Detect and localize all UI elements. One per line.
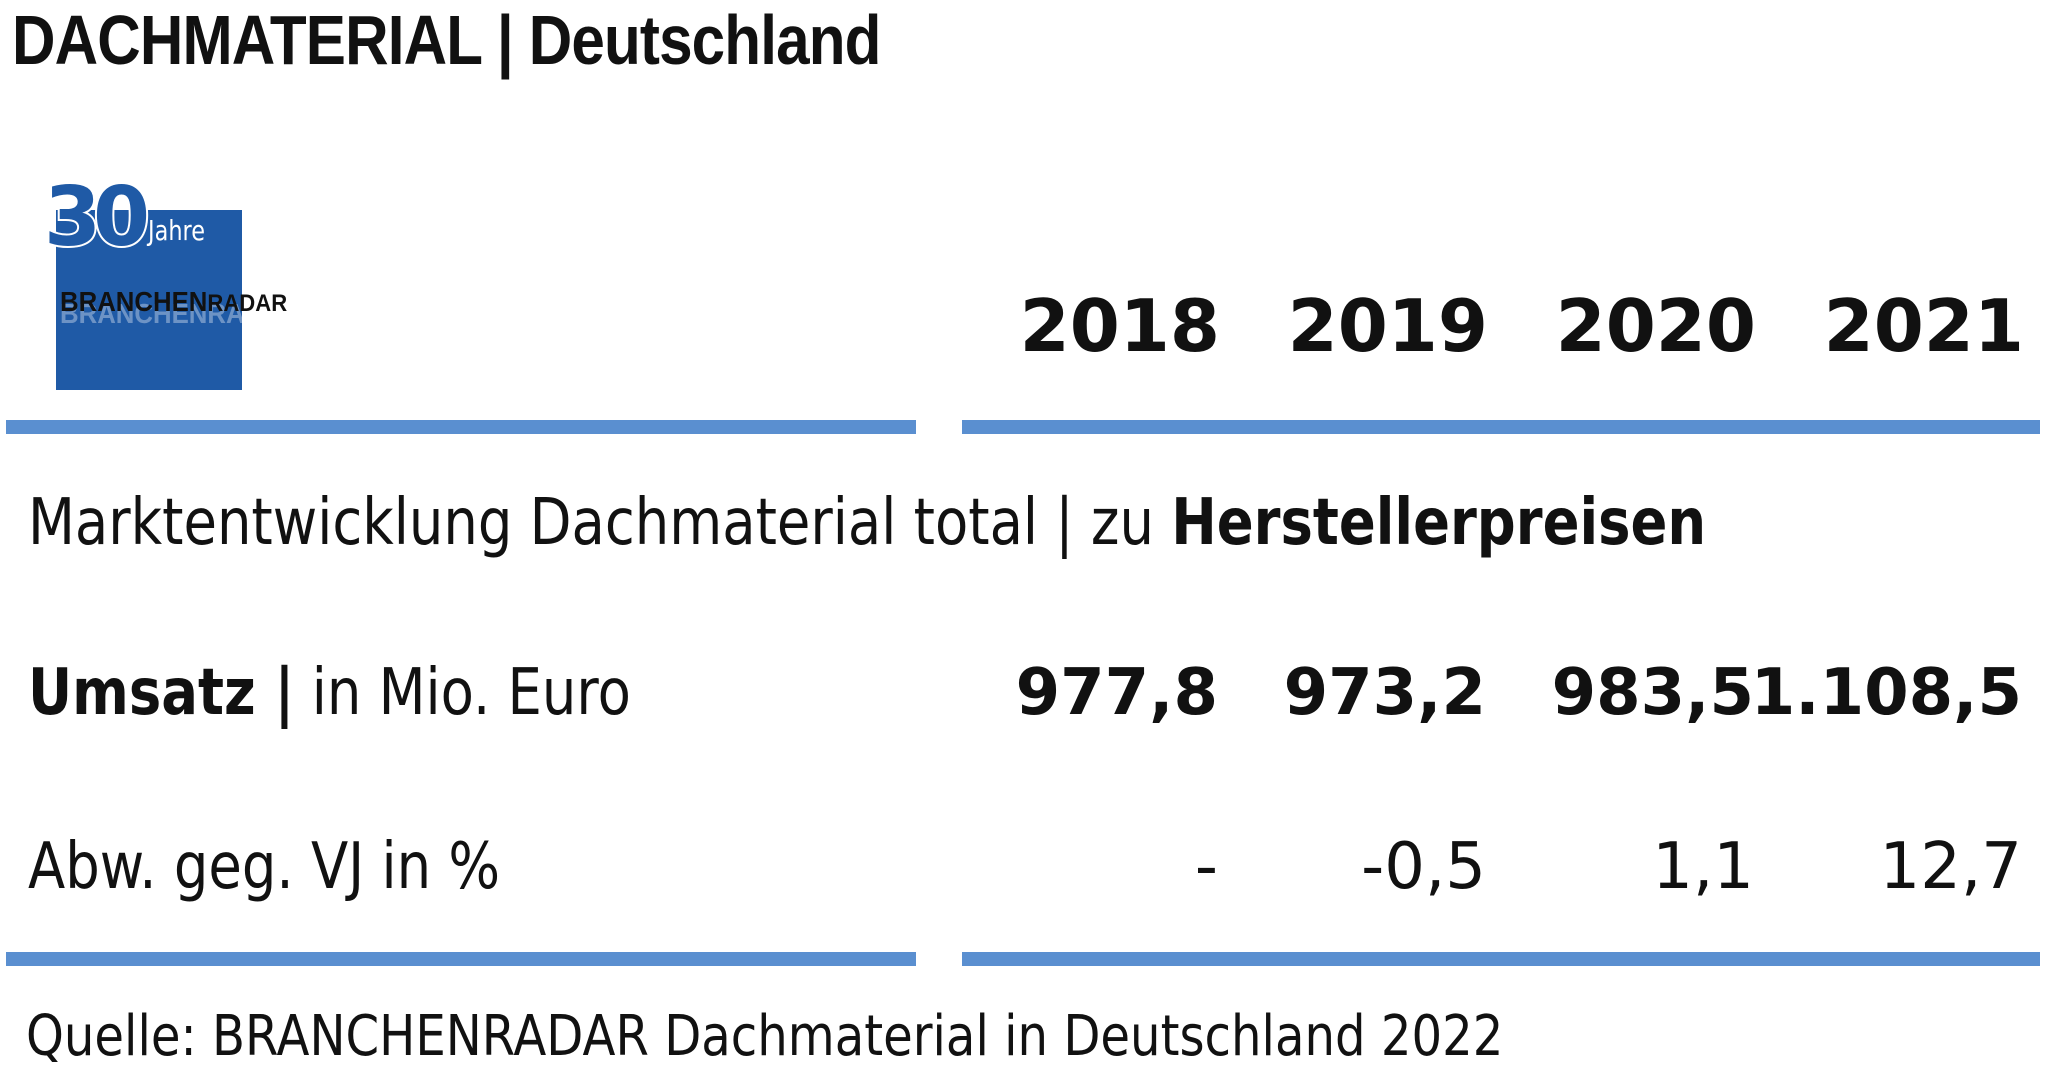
column-header-2018: 2018 xyxy=(1019,284,1220,368)
page-title: DACHMATERIAL | Deutschland xyxy=(12,1,881,79)
branchenradar-logo: 30 Jahre BRANCHENRADAR BRANCHENRADAR xyxy=(42,168,300,390)
column-header-2021: 2021 xyxy=(1823,284,2024,368)
logo-jahre: Jahre xyxy=(148,214,206,247)
logo-brand-part1: BRANCHEN xyxy=(60,286,208,317)
table-subtitle: Marktentwicklung Dachmaterial total | zu… xyxy=(28,486,1706,560)
umsatz-2020: 983,5 xyxy=(1551,656,1754,730)
umsatz-2021: 1.108,5 xyxy=(1750,656,2022,730)
abweichung-2020: 1,1 xyxy=(1652,830,1754,904)
top-divider-right xyxy=(962,420,2040,434)
source-note: Quelle: BRANCHENRADAR Dachmaterial in De… xyxy=(26,1004,1504,1069)
row-label-umsatz-unit: in Mio. Euro xyxy=(294,656,631,730)
table-subtitle-bold: Herstellerpreisen xyxy=(1171,486,1707,560)
row-label-umsatz: Umsatz | in Mio. Euro xyxy=(28,656,631,730)
table-subtitle-regular: Marktentwicklung Dachmaterial total | zu xyxy=(28,486,1172,560)
umsatz-2018: 977,8 xyxy=(1015,656,1218,730)
abweichung-2021: 12,7 xyxy=(1879,830,2023,904)
logo-brand-shadow: BRANCHENRADAR xyxy=(60,298,301,329)
abweichung-2019: -0,5 xyxy=(1361,830,1486,904)
abweichung-2018: - xyxy=(1194,830,1218,904)
bottom-divider-left xyxy=(6,952,916,966)
logo-box xyxy=(56,210,242,390)
column-header-2019: 2019 xyxy=(1287,284,1488,368)
top-divider-left xyxy=(6,420,916,434)
logo-brand: BRANCHENRADAR xyxy=(60,286,287,318)
logo-brand-part2: RADAR xyxy=(207,290,288,317)
row-label-umsatz-bold: Umsatz | xyxy=(28,656,295,730)
column-header-2020: 2020 xyxy=(1555,284,1756,368)
bottom-divider-right xyxy=(962,952,2040,966)
umsatz-2019: 973,2 xyxy=(1283,656,1486,730)
logo-number: 30 xyxy=(42,168,152,267)
row-label-abweichung: Abw. geg. VJ in % xyxy=(28,830,501,904)
